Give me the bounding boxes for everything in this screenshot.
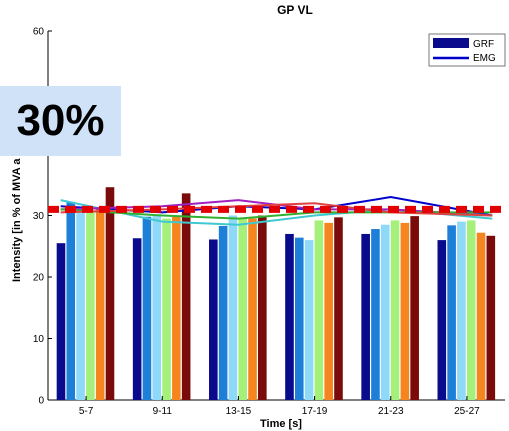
bar xyxy=(447,225,456,400)
bar xyxy=(105,187,115,400)
chart-title: GP VL xyxy=(277,3,313,17)
bar xyxy=(95,209,105,400)
bar xyxy=(410,216,419,400)
x-tick-label: 17-19 xyxy=(302,406,328,417)
emg-line xyxy=(60,202,493,217)
y-tick-label: 10 xyxy=(33,334,45,345)
bar xyxy=(132,238,142,400)
bar xyxy=(294,237,304,400)
bar xyxy=(486,235,496,400)
bar xyxy=(66,201,76,400)
y-tick-label: 0 xyxy=(38,396,44,407)
bar xyxy=(466,220,476,400)
bar xyxy=(152,215,162,400)
x-tick-label: 9-11 xyxy=(153,406,173,417)
bar xyxy=(314,220,324,400)
bar xyxy=(324,222,333,400)
bar xyxy=(380,224,390,400)
bar xyxy=(181,193,191,400)
legend-label-emg: EMG xyxy=(473,53,496,64)
bar xyxy=(209,239,218,400)
x-tick-label: 13-15 xyxy=(226,406,252,417)
plot-area: 0 10 20 30 60 5-7 9-11 13-15 17-19 21-23 25-27 xyxy=(33,27,505,417)
bar xyxy=(76,209,85,400)
bar xyxy=(258,215,267,400)
bar xyxy=(228,215,238,400)
legend: GRF EMG xyxy=(428,33,506,67)
bar xyxy=(285,233,294,400)
bar xyxy=(248,218,257,400)
y-tick-label: 30 xyxy=(33,211,45,222)
bar xyxy=(334,217,343,400)
y-tick-label: 20 xyxy=(33,273,45,284)
y-axis-label: Intensity [in % of MVA a xyxy=(11,158,23,282)
bar xyxy=(172,216,181,400)
bar xyxy=(361,233,370,400)
bar xyxy=(162,218,171,400)
x-tick-label: 21-23 xyxy=(378,406,404,417)
bar xyxy=(476,232,486,400)
y-tick-label: 60 xyxy=(33,27,45,38)
bar xyxy=(238,218,248,400)
legend-swatch-grf xyxy=(433,38,469,48)
x-tick-label: 5-7 xyxy=(79,406,94,417)
callout-label: 30% xyxy=(0,86,121,156)
bar xyxy=(218,225,228,400)
bar xyxy=(457,221,466,400)
bar xyxy=(371,229,380,400)
bar xyxy=(304,240,314,400)
x-axis-label: Time [s] xyxy=(260,418,302,430)
bar xyxy=(437,240,447,400)
bar xyxy=(142,216,152,400)
bar xyxy=(390,220,400,400)
bar xyxy=(86,212,95,400)
bar xyxy=(400,222,410,400)
bar xyxy=(56,243,66,400)
x-tick-label: 25-27 xyxy=(454,406,480,417)
legend-label-grf: GRF xyxy=(473,39,494,50)
